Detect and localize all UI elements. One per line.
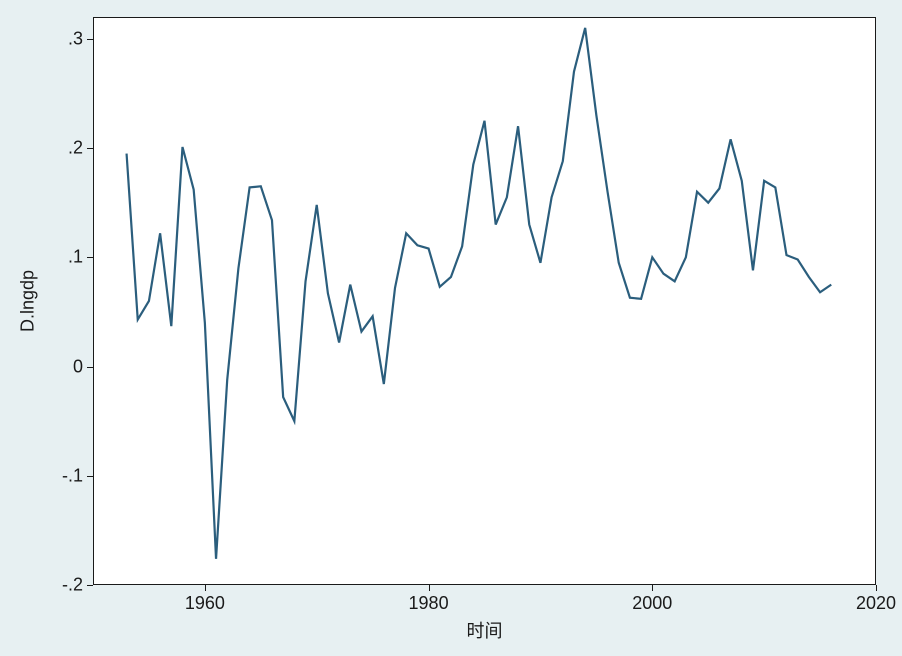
x-tick <box>429 585 430 591</box>
x-tick-label: 2020 <box>856 593 896 614</box>
line-chart-svg <box>0 0 902 656</box>
x-tick <box>876 585 877 591</box>
x-tick-label: 2000 <box>632 593 672 614</box>
x-tick <box>652 585 653 591</box>
y-tick <box>87 257 93 258</box>
y-tick-label: -.1 <box>62 465 83 486</box>
y-tick <box>87 367 93 368</box>
y-tick-label: .3 <box>68 28 83 49</box>
y-tick <box>87 148 93 149</box>
x-tick-label: 1960 <box>185 593 225 614</box>
y-tick <box>87 39 93 40</box>
y-tick <box>87 585 93 586</box>
y-axis-title: D.lngdp <box>18 270 39 332</box>
series-line <box>127 28 832 559</box>
y-tick <box>87 476 93 477</box>
x-axis-title: 时间 <box>467 617 503 643</box>
y-tick-label: -.2 <box>62 575 83 596</box>
x-tick <box>205 585 206 591</box>
y-tick-label: .2 <box>68 138 83 159</box>
y-tick-label: 0 <box>73 356 83 377</box>
x-tick-label: 1980 <box>409 593 449 614</box>
y-tick-label: .1 <box>68 247 83 268</box>
figure: 时间 D.lngdp 1960 1980 2000 2020 -.2 -.1 0 .1 .2 .3 <box>0 0 902 656</box>
